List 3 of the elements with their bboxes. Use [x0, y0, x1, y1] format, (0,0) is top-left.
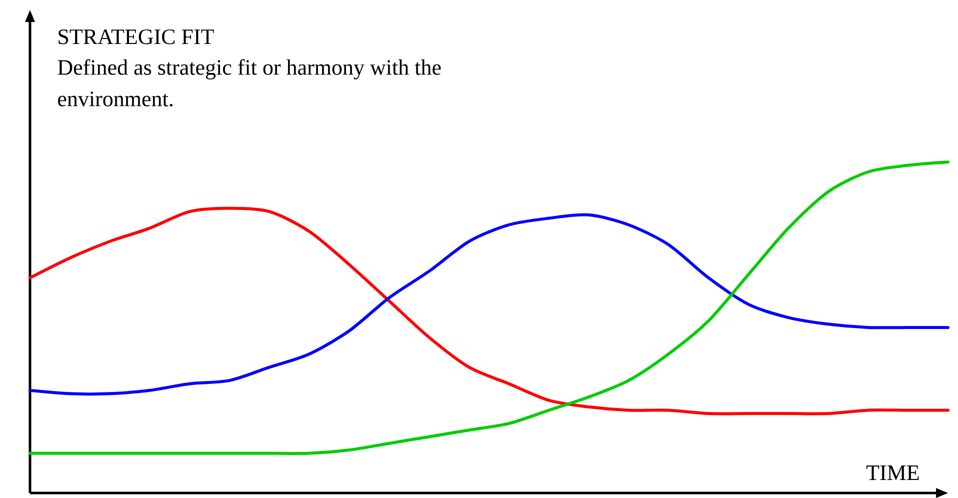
chart-subtitle: Defined as strategic fit or harmony with the environment.	[58, 59, 441, 106]
x-axis-title: TIME	[866, 466, 919, 480]
chart-title: STRATEGIC FIT	[58, 29, 214, 44]
